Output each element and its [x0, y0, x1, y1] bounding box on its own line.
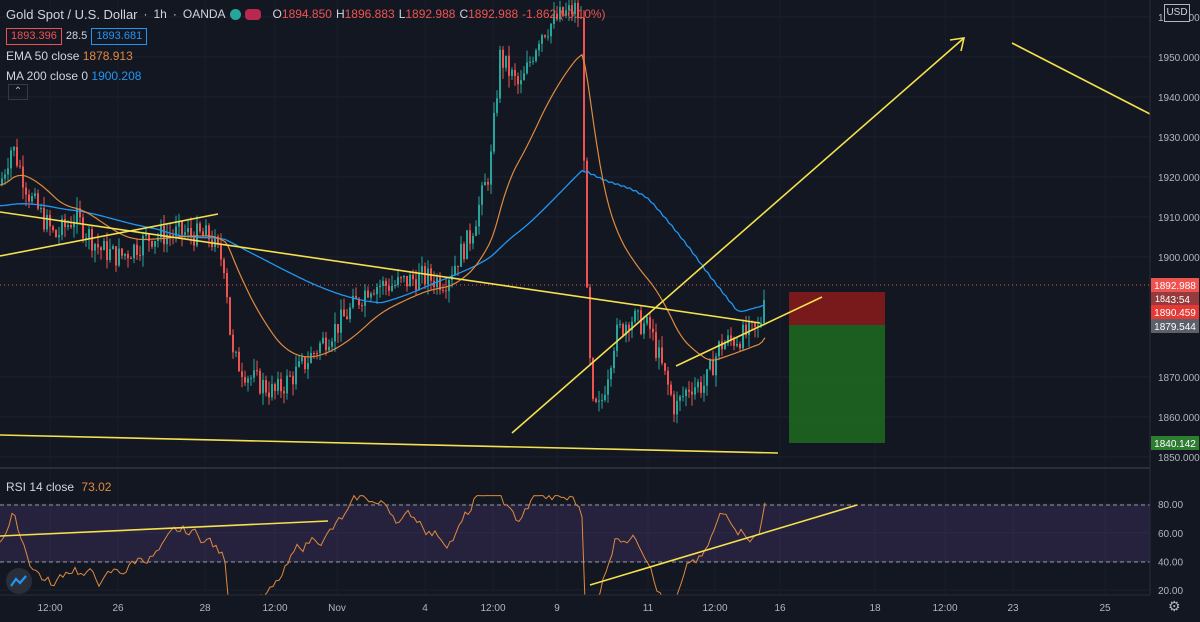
price-tick-label: 1950.000 [1158, 53, 1200, 64]
rsi-trendline-right[interactable] [589, 504, 858, 586]
ma-legend[interactable]: MA 200 close 0 1900.208 [6, 66, 606, 86]
time-axis[interactable]: 12:00 26 28 12:00 Nov 4 12:00 9 11 12:00 16 18 12:00… [37, 603, 1111, 614]
take-profit-zone[interactable] [789, 325, 885, 443]
time-tick-label: 25 [1099, 603, 1111, 614]
time-tick-label: 26 [112, 603, 124, 614]
time-tick-label: 18 [869, 603, 881, 614]
ema-label: EMA 50 close [6, 49, 80, 63]
rsi-line [0, 494, 766, 603]
time-tick-label: 12:00 [37, 603, 62, 614]
trendline-rising-channel[interactable] [675, 296, 823, 367]
trendline-bottom[interactable] [0, 434, 779, 454]
arrow-head [949, 37, 966, 52]
broker-label: OANDA [182, 7, 226, 21]
high-value: 1896.883 [344, 7, 395, 21]
open-value: 1894.850 [281, 7, 332, 21]
gear-icon[interactable]: ⚙ [1168, 598, 1181, 614]
time-tick-label: 23 [1007, 603, 1019, 614]
countdown-badge: 43:54 [1165, 295, 1190, 306]
partial-tick-label: 18 [1155, 294, 1165, 304]
price-badges: 1892.988 18 43:54 1890.459 1879.544 1840… [1151, 278, 1199, 450]
rsi-value: 73.02 [81, 480, 112, 494]
stop-price-badge: 1890.459 [1154, 308, 1196, 319]
bid-button[interactable]: 1893.396 [6, 27, 62, 45]
ema-legend[interactable]: EMA 50 close 1878.913 [6, 46, 606, 66]
rsi-trendline-left[interactable] [0, 520, 329, 537]
low-value: 1892.988 [405, 7, 456, 21]
time-tick-label: 11 [643, 603, 654, 614]
price-tick-label: 1870.000 [1158, 373, 1200, 384]
chevron-up-icon[interactable]: ⌃ [8, 84, 28, 100]
last-price-badge: 1892.988 [1154, 281, 1196, 292]
rsi-band [0, 505, 1150, 562]
time-tick-label: Nov [328, 603, 346, 614]
rsi-legend[interactable]: RSI 14 close 73.02 [6, 480, 111, 494]
symbol-legend: Gold Spot / U.S. Dollar · 1h · OANDA O18… [6, 4, 606, 86]
ema-50-line [0, 53, 766, 361]
ma-value: 1900.208 [91, 69, 142, 83]
trendline-descending[interactable] [0, 211, 761, 324]
interval-label[interactable]: 1h [153, 7, 167, 21]
price-tick-label: 1900.000 [1158, 253, 1200, 264]
time-tick-label: 4 [422, 603, 428, 614]
target-price-badge: 1840.142 [1154, 439, 1196, 450]
time-tick-label: 12:00 [480, 603, 505, 614]
rsi-label: RSI 14 close [6, 480, 75, 494]
entry-price-badge: 1879.544 [1154, 322, 1196, 333]
change-value: -1.862 (-0.10%) [522, 7, 606, 21]
rsi-scale[interactable]: 80.00 60.00 40.00 20.00 [1158, 500, 1183, 597]
ask-button[interactable]: 1893.681 [91, 27, 148, 45]
spread-value: 28.5 [65, 30, 88, 42]
close-value: 1892.988 [468, 7, 519, 21]
stop-loss-zone[interactable] [789, 292, 885, 325]
market-open-dot-icon [229, 8, 241, 20]
time-tick-label: 12:00 [702, 603, 727, 614]
rsi-tick-label: 80.00 [1158, 500, 1183, 511]
trend-drawings[interactable] [0, 37, 1151, 586]
currency-button[interactable]: USD [1164, 4, 1190, 22]
price-tick-label: 1940.000 [1158, 93, 1200, 104]
price-tick-label: 1910.000 [1158, 213, 1200, 224]
trendline-top-right[interactable] [1011, 42, 1151, 115]
time-tick-label: 12:00 [262, 603, 287, 614]
trendline-upper-left[interactable] [0, 213, 219, 257]
time-tick-label: 28 [199, 603, 211, 614]
symbol-title[interactable]: Gold Spot / U.S. Dollar [6, 6, 138, 22]
rsi-tick-label: 60.00 [1158, 529, 1183, 540]
ma-200-line [0, 169, 766, 313]
rsi-tick-label: 40.00 [1158, 557, 1183, 568]
price-tick-label: 1920.000 [1158, 173, 1200, 184]
arrow-up-projection[interactable] [511, 37, 965, 434]
time-tick-label: 12:00 [932, 603, 957, 614]
price-tick-label: 1850.000 [1158, 453, 1200, 464]
flag-icon[interactable] [244, 8, 261, 20]
ema-value: 1878.913 [82, 49, 133, 63]
price-tick-label: 1860.000 [1158, 413, 1200, 424]
price-tick-label: 1930.000 [1158, 133, 1200, 144]
tradingview-logo-icon[interactable] [6, 568, 32, 594]
time-tick-label: 16 [774, 603, 786, 614]
rsi-tick-label: 20.00 [1158, 586, 1183, 597]
ma-label: MA 200 close 0 [6, 69, 89, 83]
time-tick-label: 9 [554, 603, 560, 614]
